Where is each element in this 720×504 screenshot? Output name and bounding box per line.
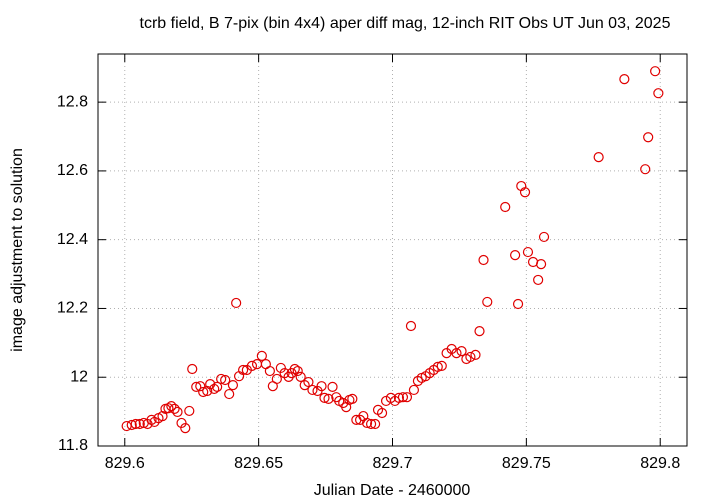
data-point	[195, 381, 206, 392]
data-point	[184, 405, 195, 417]
x-tick-label: 829.8	[640, 455, 680, 472]
data-point	[212, 381, 223, 392]
data-point	[643, 132, 654, 143]
data-point	[191, 381, 202, 392]
data-point	[376, 407, 388, 419]
data-point	[307, 384, 318, 396]
data-point	[522, 246, 534, 258]
data-point	[251, 359, 263, 370]
data-point	[303, 376, 314, 388]
data-point	[393, 392, 405, 403]
y-tick-label: 12.8	[57, 93, 88, 110]
data-point	[216, 373, 227, 385]
data-point	[227, 380, 239, 391]
data-point	[271, 373, 282, 385]
y-tick-label: 12	[70, 368, 88, 385]
data-point	[361, 417, 373, 429]
data-point	[180, 423, 191, 434]
data-point	[451, 348, 462, 359]
data-point	[397, 392, 409, 403]
data-point	[246, 360, 258, 371]
data-point	[365, 418, 377, 430]
data-point	[275, 362, 286, 374]
data-point	[619, 74, 630, 85]
data-point	[470, 349, 481, 360]
y-tick-label: 12.2	[57, 300, 88, 317]
data-point	[512, 298, 524, 310]
data-point	[327, 381, 338, 392]
data-point	[292, 365, 303, 377]
data-point	[169, 403, 180, 414]
x-tick-label: 829.75	[502, 455, 551, 472]
plot-border	[97, 53, 688, 447]
data-point	[264, 365, 275, 377]
data-point	[538, 231, 550, 243]
data-point	[157, 410, 168, 422]
y-tick-label: 12.4	[57, 231, 88, 248]
y-axis-label: image adjustment to solution	[9, 148, 26, 352]
data-point	[130, 418, 141, 430]
data-point	[134, 418, 145, 430]
data-point	[533, 274, 544, 286]
chart-title: tcrb field, B 7-pix (bin 4x4) aper diff …	[140, 15, 671, 32]
data-point	[653, 88, 664, 99]
data-point	[432, 361, 443, 373]
x-tick-label: 829.65	[234, 455, 283, 472]
data-point	[209, 383, 220, 395]
data-point	[456, 345, 467, 357]
data-point	[202, 385, 213, 397]
data-point	[408, 384, 420, 396]
data-point	[500, 201, 511, 213]
data-point	[323, 393, 334, 404]
y-tick-label: 11.8	[58, 437, 88, 454]
data-point	[401, 392, 413, 403]
data-point	[172, 406, 183, 418]
data-point	[260, 359, 271, 370]
data-point	[593, 152, 604, 163]
data-point	[231, 297, 242, 309]
x-tick-label: 829.6	[105, 455, 145, 472]
x-axis-label: Julian Date - 2460000	[314, 482, 471, 499]
data-point	[224, 388, 235, 400]
data-point	[650, 66, 661, 77]
data-point	[478, 254, 489, 266]
data-point	[187, 363, 198, 375]
data-point	[256, 350, 267, 362]
y-tick-label: 12.6	[57, 162, 88, 179]
data-point	[319, 392, 330, 403]
data-point	[166, 401, 177, 412]
data-point	[482, 296, 493, 308]
data-point	[436, 360, 447, 371]
data-point	[146, 414, 157, 425]
data-point	[238, 364, 249, 376]
data-point	[405, 320, 417, 332]
data-point	[163, 403, 174, 414]
x-tick-label: 829.7	[372, 455, 412, 472]
data-point	[535, 258, 547, 270]
data-point	[474, 326, 485, 337]
data-point	[465, 351, 476, 363]
data-point	[510, 250, 521, 261]
data-point	[295, 371, 306, 382]
data-point	[176, 417, 187, 429]
data-point	[347, 393, 358, 404]
data-point	[198, 386, 209, 398]
data-point	[640, 164, 651, 175]
data-point	[369, 418, 381, 430]
data-point	[126, 419, 137, 431]
data-point	[289, 363, 300, 375]
data-point	[519, 187, 531, 198]
data-point	[316, 381, 327, 392]
data-point	[220, 374, 231, 386]
